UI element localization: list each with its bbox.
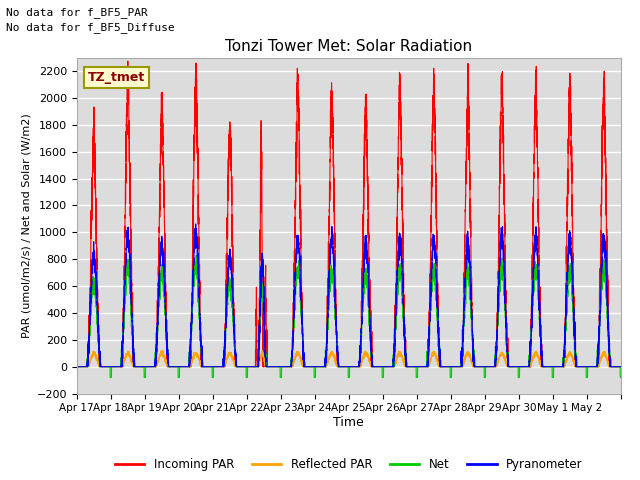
Pyranometer bbox=[617, 364, 625, 370]
Reflected PAR bbox=[159, 348, 167, 353]
Net bbox=[476, 364, 484, 370]
Reflected PAR bbox=[395, 351, 403, 357]
Pyranometer bbox=[395, 249, 403, 255]
Text: TZ_tmet: TZ_tmet bbox=[88, 71, 145, 84]
Incoming PAR bbox=[100, 364, 108, 370]
Incoming PAR bbox=[270, 364, 278, 370]
Pyranometer bbox=[192, 221, 200, 227]
Reflected PAR bbox=[100, 364, 108, 370]
Incoming PAR bbox=[506, 364, 513, 370]
Incoming PAR bbox=[124, 58, 132, 64]
Pyranometer bbox=[73, 364, 81, 370]
Pyranometer bbox=[506, 364, 513, 370]
Reflected PAR bbox=[476, 364, 484, 370]
Text: No data for f_BF5_Diffuse: No data for f_BF5_Diffuse bbox=[6, 22, 175, 33]
Incoming PAR bbox=[419, 364, 426, 370]
Net bbox=[506, 364, 513, 370]
Line: Net: Net bbox=[77, 255, 621, 377]
Pyranometer bbox=[100, 364, 108, 370]
Reflected PAR bbox=[506, 364, 513, 370]
Net bbox=[193, 252, 200, 258]
Net bbox=[100, 364, 108, 370]
Text: No data for f_BF5_PAR: No data for f_BF5_PAR bbox=[6, 7, 148, 18]
Net bbox=[617, 374, 625, 380]
Line: Reflected PAR: Reflected PAR bbox=[77, 350, 621, 367]
Reflected PAR bbox=[73, 364, 81, 370]
Incoming PAR bbox=[73, 364, 81, 370]
Legend: Incoming PAR, Reflected PAR, Net, Pyranometer: Incoming PAR, Reflected PAR, Net, Pyrano… bbox=[110, 453, 588, 476]
Net bbox=[419, 364, 426, 370]
Reflected PAR bbox=[270, 364, 278, 370]
Net bbox=[395, 276, 403, 282]
Pyranometer bbox=[419, 364, 426, 370]
Reflected PAR bbox=[617, 364, 625, 370]
Net bbox=[270, 364, 278, 370]
X-axis label: Time: Time bbox=[333, 416, 364, 429]
Pyranometer bbox=[476, 364, 484, 370]
Y-axis label: PAR (umol/m2/s) / Net and Solar (W/m2): PAR (umol/m2/s) / Net and Solar (W/m2) bbox=[21, 113, 31, 338]
Incoming PAR bbox=[617, 364, 625, 370]
Incoming PAR bbox=[476, 364, 484, 370]
Pyranometer bbox=[270, 364, 278, 370]
Title: Tonzi Tower Met: Solar Radiation: Tonzi Tower Met: Solar Radiation bbox=[225, 39, 472, 54]
Reflected PAR bbox=[419, 364, 426, 370]
Incoming PAR bbox=[395, 104, 403, 110]
Line: Pyranometer: Pyranometer bbox=[77, 224, 621, 367]
Net bbox=[73, 374, 81, 380]
Line: Incoming PAR: Incoming PAR bbox=[77, 61, 621, 367]
